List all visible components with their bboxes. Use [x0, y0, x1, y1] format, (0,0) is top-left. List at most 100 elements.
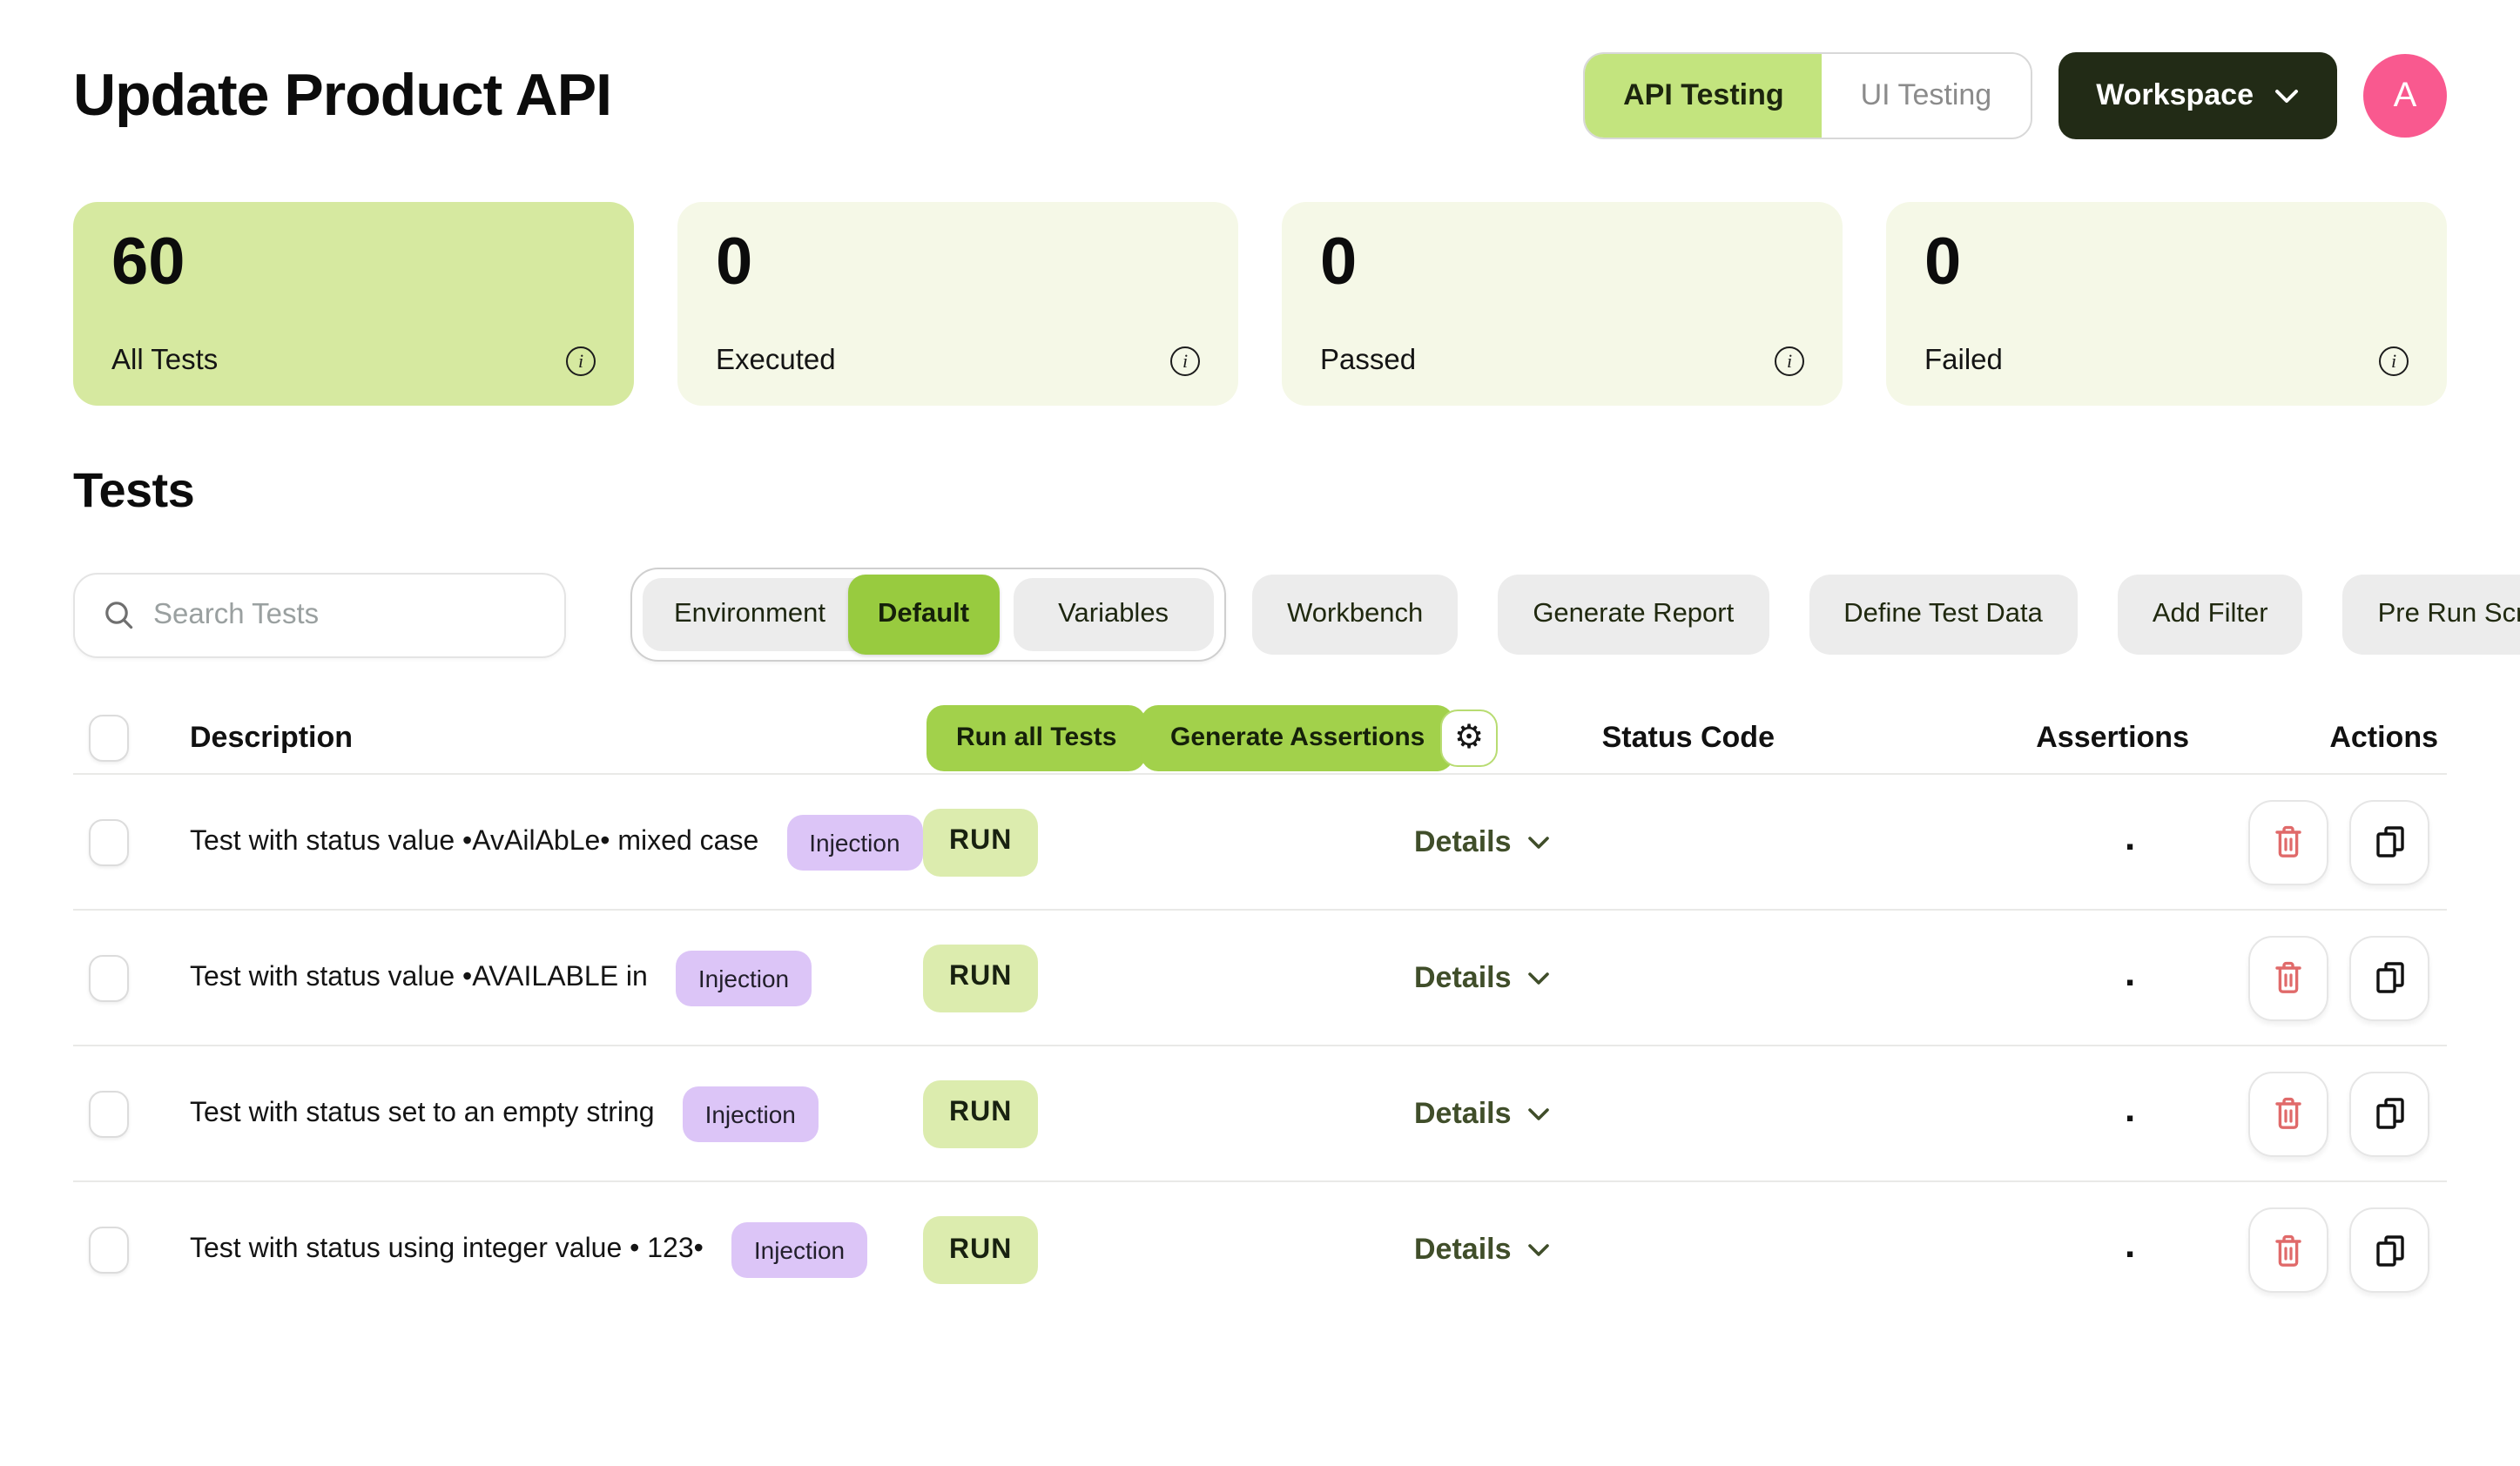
run-test-button[interactable]: RUN [923, 944, 1039, 1012]
stat-card-all-tests[interactable]: 60 All Tests [73, 202, 634, 406]
stat-value: 0 [1320, 226, 1358, 299]
details-toggle[interactable]: Details [1414, 960, 1550, 995]
details-toggle[interactable]: Details [1414, 1096, 1550, 1131]
environment-segment: Environment Default [643, 575, 1000, 655]
trash-icon [2275, 1097, 2301, 1129]
search-input[interactable] [153, 598, 536, 631]
pre-run-script-button[interactable]: Pre Run Script [2342, 575, 2520, 655]
top-right-controls: API Testing UI Testing Workspace A [1583, 52, 2447, 139]
test-description: Test with status value •AVAILABLE in [190, 962, 648, 992]
assertions-value: . [2125, 949, 2136, 993]
search-icon [105, 601, 133, 629]
delete-test-button[interactable] [2248, 799, 2328, 884]
info-icon[interactable] [1170, 346, 1200, 376]
duplicate-test-button[interactable] [2349, 799, 2429, 884]
injection-badge: Injection [675, 950, 812, 1005]
info-icon[interactable] [2379, 346, 2409, 376]
delete-test-button[interactable] [2248, 1071, 2328, 1156]
column-header-description: Description [190, 720, 354, 753]
row-checkbox[interactable] [89, 954, 129, 1001]
stat-card-executed[interactable]: 0 Executed [677, 202, 1238, 406]
column-header-actions: Actions [2329, 720, 2438, 753]
run-all-tests-button[interactable]: Run all Tests [926, 704, 1147, 770]
testing-mode-toggle: API Testing UI Testing [1583, 52, 2032, 139]
injection-badge: Injection [786, 814, 923, 870]
injection-badge: Injection [731, 1222, 868, 1278]
stat-value: 0 [1924, 226, 1962, 299]
stat-card-failed[interactable]: 0 Failed [1886, 202, 2447, 406]
environment-selector-group: Environment Default Variables [630, 568, 1227, 662]
run-test-button[interactable]: RUN [923, 1216, 1039, 1284]
generate-report-button[interactable]: Generate Report [1498, 575, 1769, 655]
row-checkbox[interactable] [89, 818, 129, 865]
duplicate-test-button[interactable] [2349, 1071, 2429, 1156]
chevron-down-icon [2275, 89, 2298, 102]
generate-assertions-button[interactable]: Generate Assertions [1141, 704, 1455, 770]
run-test-button[interactable]: RUN [923, 1079, 1039, 1147]
select-all-checkbox[interactable] [89, 714, 129, 761]
copy-icon [2375, 962, 2403, 993]
table-row: Test with status value •AvAilAbLe• mixed… [73, 775, 2447, 911]
stat-label: Executed [716, 345, 836, 376]
workbench-button[interactable]: Workbench [1252, 575, 1459, 655]
delete-test-button[interactable] [2248, 935, 2328, 1020]
info-icon[interactable] [1775, 346, 1804, 376]
variables-button[interactable]: Variables [1013, 578, 1215, 651]
column-header-status-code: Status Code [1601, 720, 1775, 753]
test-description: Test with status value •AvAilAbLe• mixed… [190, 826, 759, 856]
tests-table: Description Run all Tests Generate Asser… [73, 702, 2447, 1318]
chevron-down-icon [1527, 972, 1549, 984]
table-row: Test with status using integer value • 1… [73, 1182, 2447, 1318]
details-toggle[interactable]: Details [1414, 824, 1550, 859]
define-test-data-button[interactable]: Define Test Data [1809, 575, 2078, 655]
injection-badge: Injection [682, 1086, 819, 1141]
assertions-value: . [2125, 1085, 2136, 1129]
row-checkbox[interactable] [89, 1090, 129, 1137]
stat-label: All Tests [111, 345, 219, 376]
assertions-value: . [2125, 813, 2136, 857]
table-header-row: Description Run all Tests Generate Asser… [73, 702, 2447, 775]
run-test-button[interactable]: RUN [923, 808, 1039, 876]
table-row: Test with status value •AVAILABLE in Inj… [73, 911, 2447, 1046]
stat-value: 60 [111, 226, 185, 299]
row-checkbox[interactable] [89, 1227, 129, 1274]
environment-label: Environment [674, 599, 826, 629]
gear-icon: ⚙ [1453, 717, 1485, 756]
details-label: Details [1414, 960, 1512, 993]
add-filter-button[interactable]: Add Filter [2117, 575, 2303, 655]
assertions-value: . [2125, 1221, 2136, 1266]
toolbar-buttons: Workbench Generate Report Define Test Da… [1252, 575, 2520, 655]
trash-icon [2275, 825, 2301, 857]
tab-ui-testing[interactable]: UI Testing [1822, 54, 2031, 138]
page-title: Update Product API [73, 62, 612, 128]
tab-api-testing[interactable]: API Testing [1585, 54, 1823, 138]
copy-icon [2375, 1098, 2403, 1129]
details-label: Details [1414, 1096, 1512, 1129]
workspace-button[interactable]: Workspace [2058, 52, 2337, 139]
trash-icon [2275, 961, 2301, 993]
workspace-button-label: Workspace [2096, 78, 2254, 111]
copy-icon [2375, 1234, 2403, 1266]
details-toggle[interactable]: Details [1414, 1233, 1550, 1268]
table-row: Test with status set to an empty string … [73, 1046, 2447, 1182]
copy-icon [2375, 826, 2403, 857]
delete-test-button[interactable] [2248, 1207, 2328, 1293]
environment-selected-pill[interactable]: Default [848, 575, 1000, 655]
chevron-down-icon [1527, 1244, 1549, 1256]
avatar[interactable]: A [2363, 54, 2447, 138]
stat-label: Passed [1320, 345, 1417, 376]
test-description: Test with status using integer value • 1… [190, 1234, 704, 1264]
tests-controls-row: Environment Default Variables Workbench … [73, 568, 2520, 662]
settings-button[interactable]: ⚙ [1440, 709, 1498, 766]
chevron-down-icon [1527, 1107, 1549, 1120]
duplicate-test-button[interactable] [2349, 1207, 2429, 1293]
details-label: Details [1414, 1233, 1512, 1266]
info-icon[interactable] [566, 346, 596, 376]
stat-card-passed[interactable]: 0 Passed [1282, 202, 1843, 406]
column-header-assertions: Assertions [2036, 720, 2189, 753]
chevron-down-icon [1527, 836, 1549, 848]
duplicate-test-button[interactable] [2349, 935, 2429, 1020]
search-box[interactable] [73, 572, 566, 657]
